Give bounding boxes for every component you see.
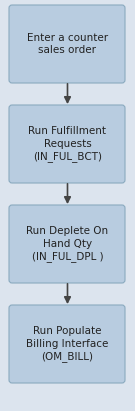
Text: Run Deplete On
Hand Qty
(IN_FUL_DPL ): Run Deplete On Hand Qty (IN_FUL_DPL ) bbox=[26, 226, 109, 262]
FancyBboxPatch shape bbox=[9, 205, 125, 283]
FancyBboxPatch shape bbox=[9, 305, 125, 383]
Text: Run Populate
Billing Interface
(OM_BILL): Run Populate Billing Interface (OM_BILL) bbox=[26, 326, 109, 362]
Text: Run Fulfillment
Requests
(IN_FUL_BCT): Run Fulfillment Requests (IN_FUL_BCT) bbox=[28, 126, 107, 162]
FancyBboxPatch shape bbox=[9, 5, 125, 83]
Text: Enter a counter
sales order: Enter a counter sales order bbox=[27, 33, 108, 55]
FancyBboxPatch shape bbox=[9, 105, 125, 183]
